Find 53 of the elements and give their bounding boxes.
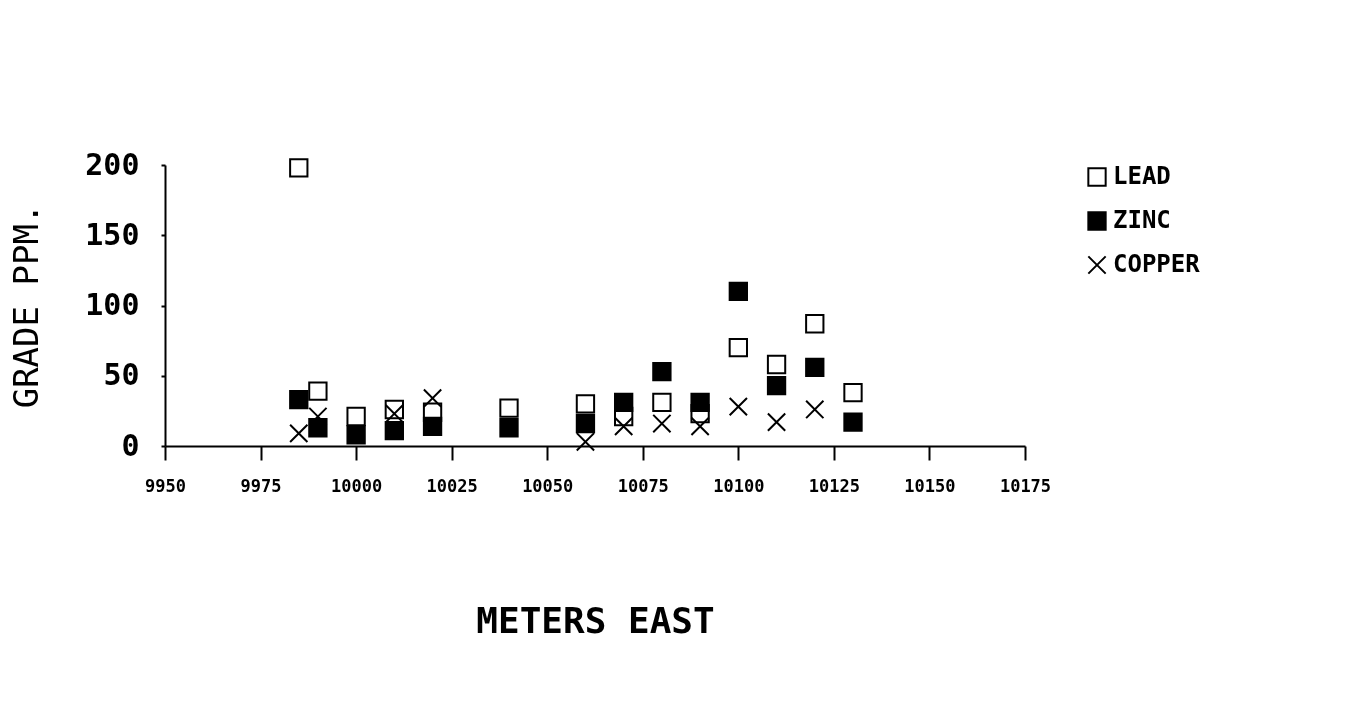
point [499,398,519,418]
x-tick-label: 10125 [808,475,860,496]
point [384,420,404,441]
point [499,418,519,438]
x-axis-title: METERS EAST [476,599,715,641]
point [346,406,366,427]
x-tick-label: 10075 [617,475,669,496]
point [575,394,596,414]
point [652,361,672,382]
point [422,416,443,436]
x-tick-label: 10100 [713,475,765,496]
point [652,392,672,413]
y-axis-title: GRADE PPM. [6,203,47,409]
point [728,281,748,302]
point [728,337,748,358]
point [614,392,634,413]
point [805,399,825,420]
point [766,375,787,396]
x-tick-label: 10025 [426,475,478,496]
y-tick-label: 0 [121,427,140,463]
point [843,412,863,432]
point [308,381,328,401]
legend-label: ZINC [1113,206,1171,234]
x-tick-label: 9950 [145,475,186,496]
point [690,416,710,436]
point [805,357,825,377]
point [843,382,863,403]
point [766,412,787,432]
point [575,413,596,434]
point [690,392,710,413]
point [289,389,309,410]
x-tick-label: 9975 [240,475,282,496]
y-tick-label: 100 [85,287,140,322]
x-tick-label: 10050 [522,475,574,496]
point [575,432,596,452]
point [652,413,672,434]
point [346,425,366,445]
point [805,314,825,334]
y-tick-label: 50 [103,357,140,393]
y-tick-label: 200 [85,146,140,182]
point [384,404,404,424]
point [422,388,443,408]
legend-label: COPPER [1113,250,1201,278]
point [289,158,309,178]
point [614,416,634,436]
x-tick-label: 10175 [999,475,1052,496]
x-tick-label: 10150 [904,475,956,496]
y-tick-label: 150 [85,216,140,252]
x-tick-label: 10000 [331,475,383,496]
point [289,423,309,444]
legend-label: LEAD [1113,162,1171,190]
point [766,354,787,375]
point [728,397,748,417]
